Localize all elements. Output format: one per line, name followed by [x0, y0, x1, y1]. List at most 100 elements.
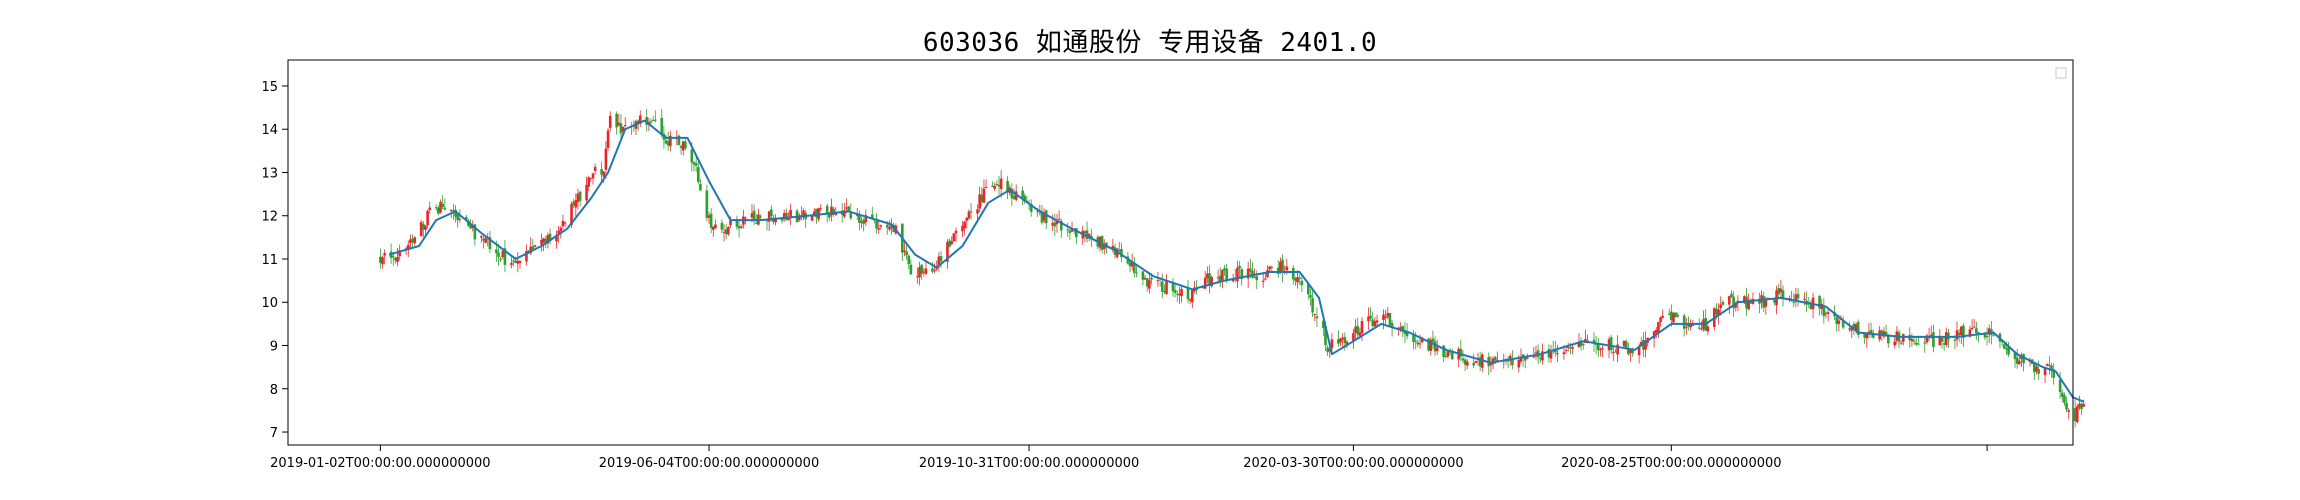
- candle-body: [1345, 341, 1349, 346]
- chart-title: 603036 如通股份 专用设备 2401.0: [922, 28, 1378, 58]
- candle-body: [1291, 267, 1295, 280]
- candle-body: [767, 211, 771, 222]
- candle-body: [1493, 357, 1497, 361]
- candle-body: [948, 240, 951, 247]
- candle-body: [1848, 328, 1851, 330]
- candle-body: [997, 184, 1001, 187]
- candle-body: [1175, 293, 1179, 295]
- candle-body: [419, 222, 423, 237]
- candle-body: [933, 270, 936, 272]
- candle-body: [950, 241, 954, 245]
- candle-body: [1203, 277, 1207, 289]
- candle-body: [1657, 321, 1660, 332]
- candle-body: [533, 245, 537, 247]
- candle-body: [1367, 316, 1370, 322]
- candle-body: [1596, 344, 1600, 351]
- candle-body: [1431, 338, 1435, 342]
- candle-body: [875, 220, 878, 229]
- candle-body: [638, 115, 642, 124]
- candle-body: [1221, 269, 1224, 281]
- candle-body: [615, 113, 618, 128]
- candle-body: [2080, 403, 2083, 410]
- candle-body: [548, 233, 552, 242]
- candle-body: [2037, 369, 2040, 374]
- candle-body: [1779, 288, 1783, 293]
- candle-body: [2078, 403, 2081, 408]
- candle-body: [1762, 296, 1765, 308]
- candle-body: [1012, 196, 1016, 200]
- candle-body: [679, 146, 683, 148]
- candle-body: [2058, 379, 2062, 393]
- candle-body: [1459, 348, 1463, 357]
- candle-body: [1562, 352, 1566, 355]
- candle-body: [587, 177, 591, 187]
- candle-body: [499, 258, 502, 260]
- candle-body: [843, 210, 846, 217]
- candle-body: [1255, 276, 1259, 281]
- candle-body: [1309, 294, 1312, 298]
- candle-body: [1463, 359, 1467, 365]
- candle-body: [1940, 338, 1944, 342]
- candle-body: [2002, 344, 2006, 349]
- candle-body: [709, 213, 713, 228]
- candle-body: [1624, 341, 1628, 348]
- candle-body: [464, 217, 468, 221]
- candle-body: [1491, 358, 1495, 365]
- candle-body: [518, 261, 522, 263]
- candle-body: [1268, 266, 1271, 270]
- candle-body: [1356, 325, 1360, 335]
- candle-body: [1171, 281, 1175, 292]
- candle-body: [2075, 406, 2079, 423]
- candle-body: [2063, 395, 2066, 403]
- candle-body: [1960, 326, 1963, 335]
- candle-body: [1674, 312, 1677, 318]
- candle-body: [458, 218, 462, 220]
- candle-body: [1461, 358, 1465, 361]
- candle-body: [827, 212, 831, 218]
- candle-body: [785, 212, 788, 220]
- candle-body: [858, 215, 861, 223]
- candle-body: [1554, 349, 1557, 353]
- candle-body: [1914, 342, 1918, 345]
- candle-body: [759, 216, 762, 218]
- x-tick-label: 2019-10-31T00:00:00.000000000: [919, 456, 1139, 471]
- candle-body: [1867, 331, 1871, 333]
- candle-body: [1384, 316, 1387, 318]
- candle-body: [2073, 408, 2077, 422]
- candle-body: [654, 119, 657, 121]
- candle-body: [1629, 349, 1632, 354]
- candle-body: [2007, 347, 2010, 355]
- candle-body: [495, 249, 498, 254]
- candle-body: [621, 126, 625, 132]
- candle-body: [1661, 315, 1665, 318]
- candle-body: [559, 227, 563, 232]
- candle-body: [1253, 277, 1256, 279]
- candle-body: [1315, 316, 1319, 319]
- candle-body: [1592, 339, 1596, 344]
- candle-body: [1358, 332, 1362, 336]
- candle-body: [812, 211, 816, 217]
- candle-body: [1852, 323, 1856, 328]
- candle-body: [1427, 338, 1430, 351]
- candle-body: [834, 213, 838, 216]
- candle-body: [1354, 326, 1357, 333]
- candle-body: [754, 222, 758, 224]
- candle-body: [1764, 299, 1768, 307]
- candle-body: [681, 141, 685, 151]
- candle-body: [1326, 347, 1329, 353]
- candle-body: [1975, 328, 1978, 334]
- candle-body: [1156, 280, 1160, 282]
- candle-body: [576, 193, 580, 202]
- candle-body: [1246, 268, 1250, 279]
- y-tick-label: 14: [261, 123, 278, 138]
- y-tick-label: 12: [261, 210, 278, 225]
- candle-body: [1773, 299, 1776, 303]
- candle-body: [1734, 303, 1738, 308]
- candle-body: [1478, 357, 1482, 367]
- candle-body: [1925, 335, 1929, 343]
- candle-body: [909, 264, 913, 275]
- candle-body: [1036, 211, 1039, 213]
- candle-body: [1556, 353, 1559, 355]
- candle-body: [1521, 354, 1525, 358]
